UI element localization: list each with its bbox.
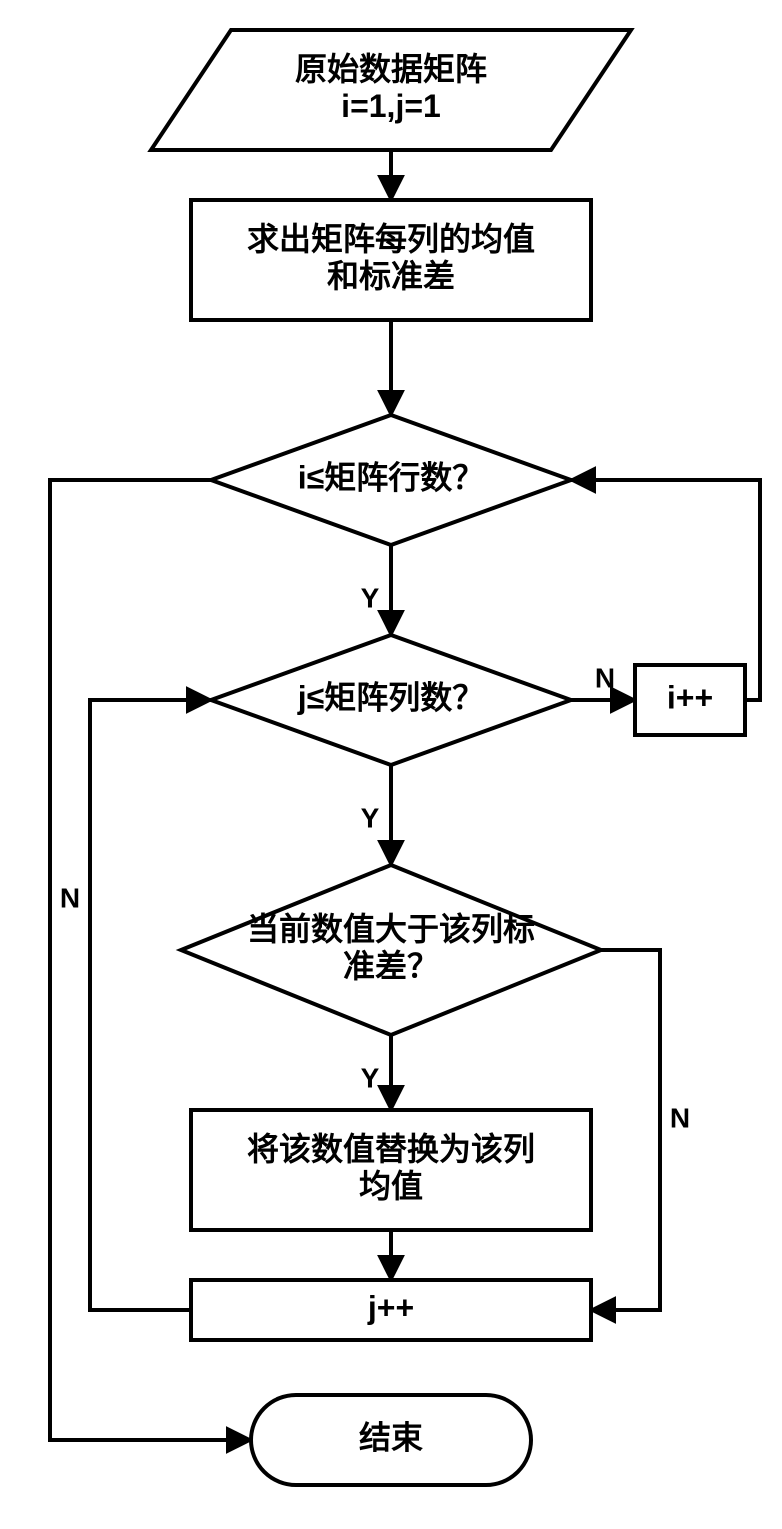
edge-label-cond_i-cond_j: Y: [361, 582, 380, 613]
node-cond_val-line0: 当前数值大于该列标: [247, 911, 535, 947]
edge-label-cond_j-cond_val: Y: [361, 802, 380, 833]
node-cond_j: j≤矩阵列数？: [211, 635, 571, 765]
node-replace: 将该数值替换为该列均值: [191, 1110, 591, 1230]
node-cond_val-line1: 准差？: [343, 948, 439, 984]
node-cond_i: i≤矩阵行数？: [211, 415, 571, 545]
node-compute-line0: 求出矩阵每列的均值: [247, 221, 535, 257]
node-cond_j-line0: j≤矩阵列数？: [297, 679, 484, 715]
node-start: 原始数据矩阵i=1,j=1: [151, 30, 631, 150]
node-cond_val: 当前数值大于该列标准差？: [181, 865, 601, 1035]
node-inc_j: j++: [191, 1280, 591, 1340]
edge-label-cond_val-inc_j: N: [670, 1102, 690, 1133]
node-start-line0: 原始数据矩阵: [295, 51, 487, 87]
node-inc_j-line0: j++: [367, 1289, 414, 1325]
edge-label-cond_val-replace: Y: [361, 1062, 380, 1093]
edge-label-cond_j-inc_i: N: [595, 662, 615, 693]
node-replace-line0: 将该数值替换为该列: [247, 1131, 535, 1167]
node-end: 结束: [251, 1395, 531, 1485]
edge-cond_val-inc_j: [591, 950, 660, 1310]
edge-label-cond_i-end: N: [60, 882, 80, 913]
node-start-line1: i=1,j=1: [341, 88, 441, 124]
node-cond_i-line0: i≤矩阵行数？: [298, 459, 484, 495]
node-end-line0: 结束: [359, 1419, 423, 1455]
node-inc_i: i++: [635, 665, 745, 735]
node-compute: 求出矩阵每列的均值和标准差: [191, 200, 591, 320]
node-compute-line1: 和标准差: [327, 258, 455, 294]
node-inc_i-line0: i++: [667, 679, 713, 715]
node-replace-line1: 均值: [359, 1168, 423, 1204]
